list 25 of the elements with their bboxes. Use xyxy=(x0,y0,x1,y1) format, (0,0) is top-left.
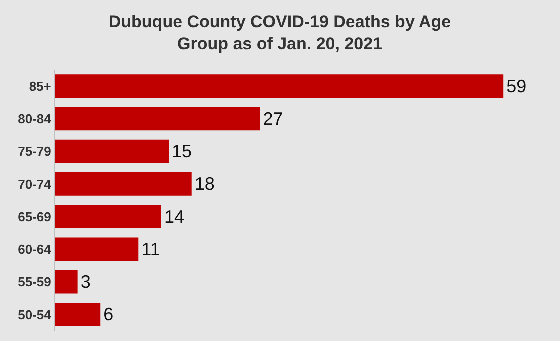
data-label: 3 xyxy=(80,272,91,292)
y-tick-label: 75-79 xyxy=(18,144,52,160)
y-tick-label: 85+ xyxy=(29,78,52,94)
bar xyxy=(55,172,192,196)
y-tick-label: 55-59 xyxy=(18,274,52,290)
data-label: 27 xyxy=(263,108,284,129)
data-label: 11 xyxy=(142,239,160,260)
data-label: 14 xyxy=(164,206,184,227)
y-tick-label: 80-84 xyxy=(18,111,52,126)
y-tick-label: 65-69 xyxy=(18,209,52,224)
bar xyxy=(55,74,504,98)
bar xyxy=(55,140,170,164)
y-tick-label: 70-74 xyxy=(18,176,52,192)
bar xyxy=(55,302,101,326)
data-label: 6 xyxy=(104,304,114,325)
y-tick-label: 50-54 xyxy=(18,307,52,322)
data-label: 59 xyxy=(506,76,527,96)
bar xyxy=(55,270,78,294)
bar xyxy=(55,238,139,262)
chart-title: Dubuque County COVID-19 Deaths by Age Group as of Jan. 20, 2021 xyxy=(108,12,452,54)
data-label: 18 xyxy=(194,174,215,194)
bar xyxy=(55,107,260,131)
data-label: 15 xyxy=(172,142,192,162)
y-tick-label: 60-64 xyxy=(18,242,52,257)
bar xyxy=(55,205,162,229)
